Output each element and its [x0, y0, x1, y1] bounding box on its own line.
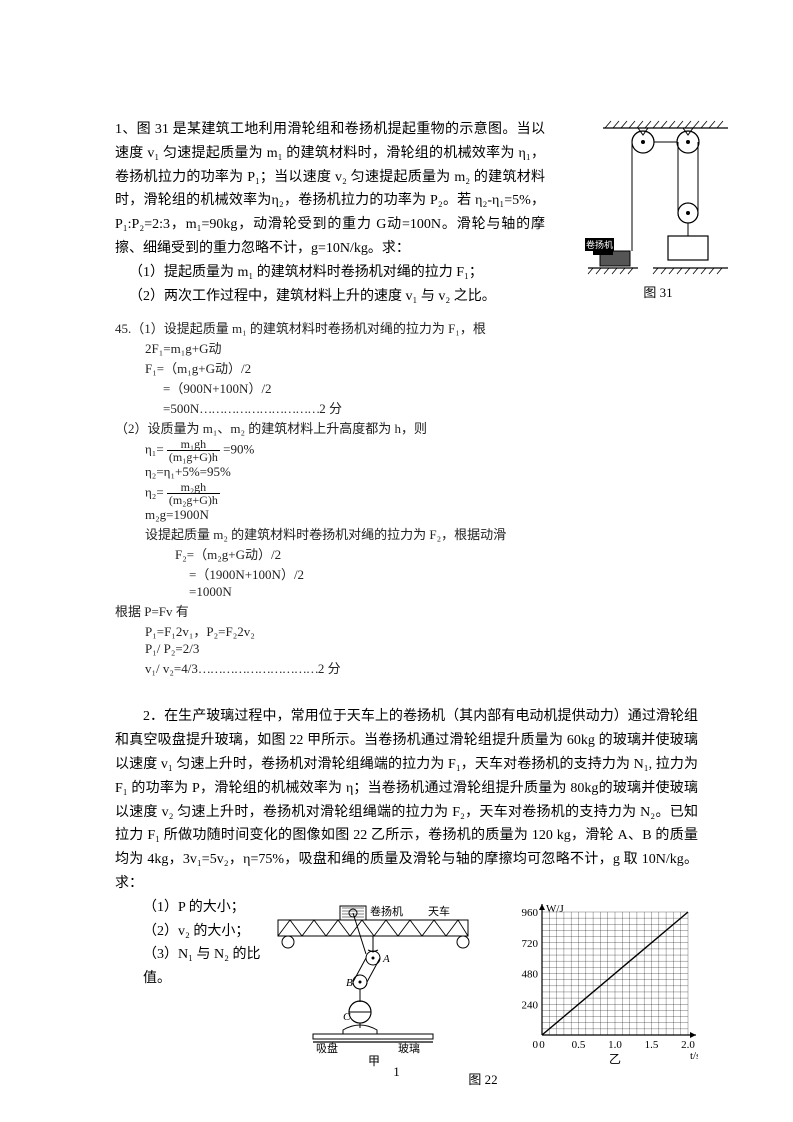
problem-2-q3: （3）N₁ 与 N₂ 的比值。: [143, 943, 268, 991]
problem-1-q1: （1）提起质量为 m₁ 的建筑材料时卷扬机对绳的拉力 F₁；: [115, 261, 545, 285]
figure-31-label: 图 31: [583, 282, 733, 301]
sol-l3: =（900N+100N）/2: [163, 378, 698, 397]
pulley-B-label: B: [346, 977, 353, 989]
sol-head2: （2）设质量为 m₁、m₂ 的建筑材料上升高度都为 h，则: [115, 418, 698, 437]
svg-text:0.5: 0.5: [572, 1039, 586, 1051]
svg-text:960: 960: [522, 907, 539, 919]
svg-text:t/s: t/s: [690, 1050, 698, 1062]
sol-eta1-den: (m₁g+G)h: [167, 451, 220, 463]
sol-l2: F₁=（m₁g+G动）/2: [145, 358, 698, 377]
svg-text:720: 720: [522, 938, 539, 950]
winch-label-2: 卷扬机: [370, 904, 403, 918]
problem-2-q2: （2）v₂ 的大小；: [143, 920, 268, 944]
sol-l8: 设提起质量 m₂ 的建筑材料时卷扬机对绳的拉力为 F₂，根据动滑: [145, 524, 698, 543]
sol-eta1: η₁= m₁gh(m₁g+G)h =90%: [145, 438, 698, 463]
sol-l11: =1000N: [189, 584, 698, 600]
sol-l13: P₁=F₁2v₁，P₂=F₂2v₂: [145, 621, 698, 640]
svg-text:480: 480: [522, 968, 539, 980]
solution-45: 45.（1）设提起质量 m₁ 的建筑材料时卷扬机对绳的拉力为 F₁，根 2F₁=…: [115, 318, 698, 677]
svg-text:1.5: 1.5: [645, 1039, 659, 1051]
sucker-label: 吸盘: [316, 1041, 338, 1055]
page-number: 1: [0, 1064, 793, 1080]
figure-31: 卷扬机 图 31: [583, 118, 733, 301]
problem-2-questions: （1）P 的大小； （2）v₂ 的大小； （3）N₁ 与 N₂ 的比值。: [143, 896, 268, 1088]
figure-22-yi: 00.51.01.52.02404807209600t/sW/J乙: [508, 902, 698, 1067]
problem-1-q2: （2）两次工作过程中，建筑材料上升的速度 v₁ 与 v₂ 之比。: [115, 285, 545, 309]
problem-2: 2．在生产玻璃过程中，常用位于天车上的卷扬机（其内部有电动机提供动力）通过滑轮组…: [115, 705, 698, 1087]
sol-eta2: η₂= m₂gh(m₂g+G)h: [145, 481, 698, 506]
crane-label: 天车: [428, 904, 450, 918]
pulley-C-label: C: [343, 1011, 351, 1023]
sol-l14: P₁/ P₂=2/3: [145, 641, 698, 657]
sol-l15-val: v₁/ v₂=4/3: [145, 661, 198, 676]
sol-l4-val: =500N: [163, 401, 199, 416]
sol-l10: =（1900N+100N）/2: [189, 564, 698, 583]
svg-text:1.0: 1.0: [608, 1039, 622, 1051]
sol-l5: η₂=η₁+5%=95%: [145, 464, 698, 480]
svg-text:240: 240: [522, 999, 539, 1011]
svg-text:0: 0: [539, 1039, 545, 1051]
problem-2-text: 2．在生产玻璃过程中，常用位于天车上的卷扬机（其内部有电动机提供动力）通过滑轮组…: [115, 705, 698, 895]
sol-eta2-lhs: η₂=: [145, 485, 164, 500]
pulley-A-label: A: [382, 953, 390, 965]
winch-label-1: 卷扬机: [585, 238, 614, 251]
sol-l7: m₂g=1900N: [145, 507, 698, 523]
sol-eta1-rhs: =90%: [223, 442, 254, 457]
sol-l12: 根据 P=Fv 有: [115, 601, 698, 620]
figure-31-svg: [583, 118, 733, 278]
sol-eta1-lhs: η₁=: [145, 442, 164, 457]
problem-2-q1: （1）P 的大小；: [143, 896, 268, 920]
sol-l1: 2F₁=m₁g+G动: [145, 338, 698, 357]
glass-label: 玻璃: [398, 1041, 420, 1055]
sol-l15: v₁/ v₂=4/3 2 分: [145, 658, 698, 677]
figure-22: 卷扬机 天车 A B: [268, 902, 698, 1067]
problem-1-text: 1、图 31 是某建筑工地利用滑轮组和卷扬机提起重物的示意图。当以速度 v₁ 匀…: [115, 118, 545, 261]
svg-text:0: 0: [533, 1039, 539, 1051]
problem-1: 1、图 31 是某建筑工地利用滑轮组和卷扬机提起重物的示意图。当以速度 v₁ 匀…: [115, 118, 545, 308]
sol-head1: 45.（1）设提起质量 m₁ 的建筑材料时卷扬机对绳的拉力为 F₁，根: [115, 318, 698, 337]
figure-22-jia: 卷扬机 天车 A B: [268, 902, 478, 1067]
svg-text:W/J: W/J: [546, 903, 564, 915]
sol-score2: 2 分: [318, 661, 341, 676]
figure-22-jia-svg: 卷扬机 天车 A B: [268, 902, 478, 1067]
sol-eta2-den: (m₂g+G)h: [167, 494, 220, 506]
sol-l9: F₂=（m₂g+G动）/2: [175, 544, 698, 563]
sol-l4: =500N 2 分: [163, 398, 698, 417]
chart-svg: 00.51.01.52.02404807209600t/sW/J乙: [508, 902, 698, 1067]
sol-score1: 2 分: [319, 401, 342, 416]
